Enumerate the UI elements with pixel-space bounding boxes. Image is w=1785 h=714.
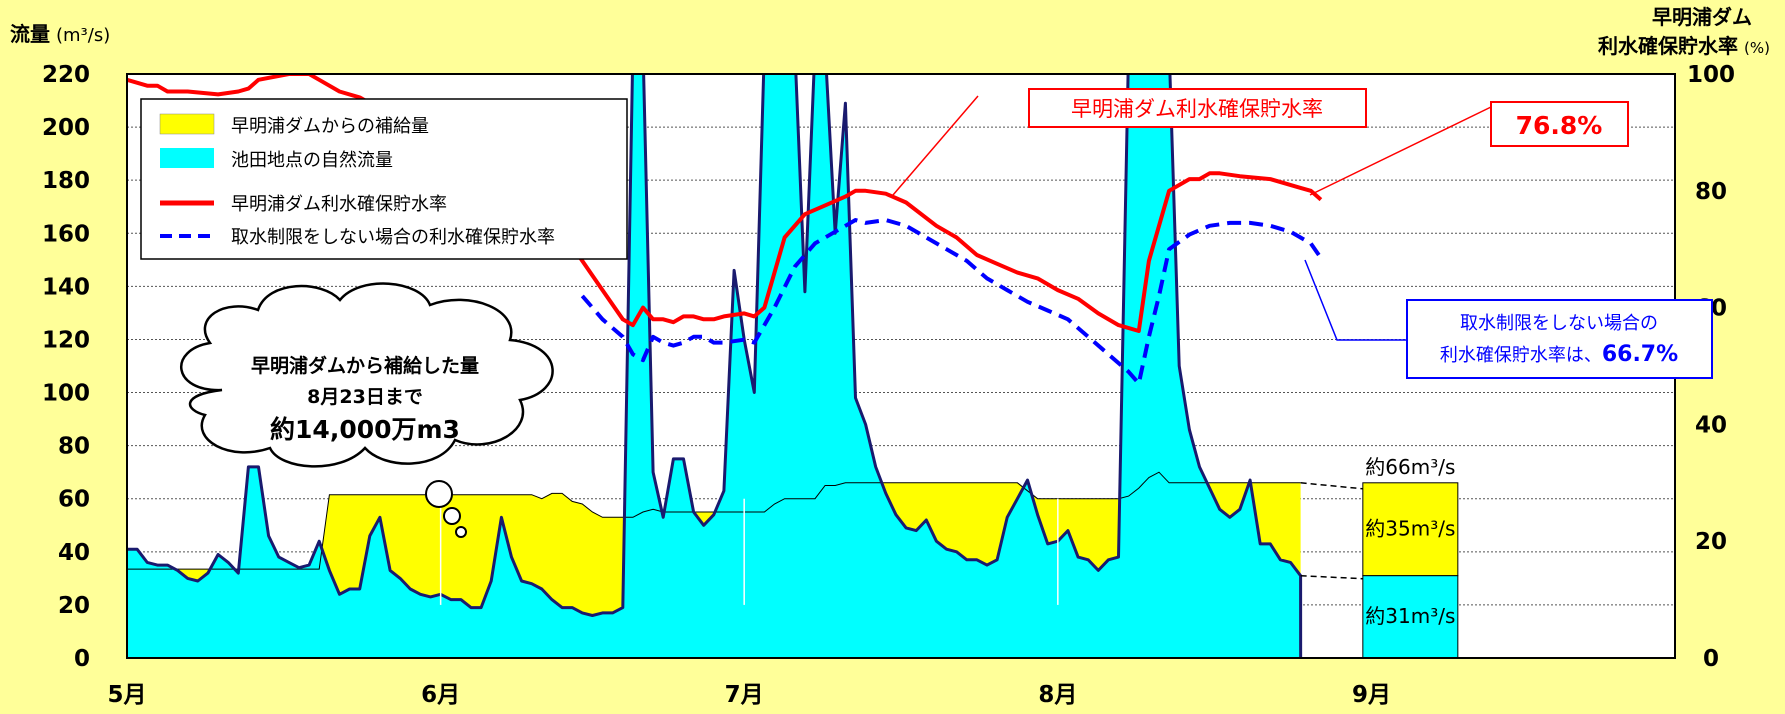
storage-value-box bbox=[1490, 101, 1629, 147]
cloud-bubble-large bbox=[425, 480, 453, 508]
stacked-bar-connector-bottom bbox=[1300, 574, 1363, 580]
right-axis-title-line1: 早明浦ダム bbox=[1652, 5, 1752, 29]
left-tick-label: 60 bbox=[58, 487, 90, 513]
left-tick-label: 20 bbox=[58, 593, 90, 619]
left-tick-label: 180 bbox=[42, 168, 90, 194]
storage-rate-line bbox=[127, 74, 1323, 333]
right-tick-label: 100 bbox=[1687, 62, 1735, 88]
stacked-bar-natural-label: 約31m³/s bbox=[1365, 604, 1455, 628]
stacked-bar-natural bbox=[1362, 575, 1459, 659]
right-tick-label: 20 bbox=[1695, 529, 1727, 555]
x-axis-ticks: 5月 6月 7月 8月 9月 bbox=[107, 682, 1390, 708]
no-restriction-storage-line bbox=[580, 218, 1323, 386]
storage-value-text: 76.8% bbox=[1516, 111, 1603, 140]
no-restriction-callout-prefix: 利水確保貯水率は、 bbox=[1440, 345, 1602, 366]
legend-label-storage: 早明浦ダム利水確保貯水率 bbox=[231, 194, 447, 215]
legend-label-natural: 池田地点の自然流量 bbox=[231, 150, 393, 171]
cloud-shape bbox=[180, 282, 554, 468]
storage-rate-callout-box bbox=[1028, 88, 1367, 128]
left-axis-title: 流量 bbox=[10, 22, 50, 46]
cloud-bubble-medium bbox=[443, 507, 461, 525]
cloud-line-3: 約14,000万m3 bbox=[270, 415, 460, 444]
legend-swatch-supply bbox=[159, 113, 215, 135]
right-axis-title-line2: 利水確保貯水率 bbox=[1598, 34, 1738, 58]
left-tick-label: 220 bbox=[42, 62, 90, 88]
cloud-bubble-small bbox=[455, 526, 467, 538]
legend-label-supply: 早明浦ダムからの補給量 bbox=[231, 116, 429, 137]
right-axis-unit: (%) bbox=[1744, 39, 1770, 57]
x-tick-label: 8月 bbox=[1038, 682, 1077, 708]
right-tick-label: 40 bbox=[1695, 412, 1727, 438]
left-tick-label: 120 bbox=[42, 327, 90, 353]
no-restriction-callout-pointer bbox=[1304, 259, 1407, 341]
stacked-bar: 約66m³/s 約35m³/s 約31m³/s bbox=[1300, 455, 1459, 659]
left-tick-label: 160 bbox=[42, 221, 90, 247]
natural-flow-outline bbox=[127, 74, 1303, 658]
left-tick-label: 100 bbox=[42, 381, 90, 407]
month-markers bbox=[439, 498, 1059, 605]
no-restriction-callout-value: 66.7% bbox=[1602, 342, 1678, 367]
x-tick-label: 9月 bbox=[1352, 682, 1391, 708]
legend-box bbox=[140, 98, 628, 260]
stacked-bar-supply-label: 約35m³/s bbox=[1365, 516, 1455, 540]
storage-value-callout-pointer bbox=[1309, 106, 1492, 196]
left-axis-unit: (m³/s) bbox=[56, 25, 110, 46]
right-tick-label: 0 bbox=[1703, 646, 1719, 672]
left-axis-ticks: 0 20 40 60 80 100 120 140 160 180 200 220 bbox=[42, 62, 90, 672]
stacked-bar-total-label: 約66m³/s bbox=[1365, 455, 1455, 479]
legend-label-no-restriction: 取水制限をしない場合の利水確保貯水率 bbox=[231, 227, 555, 248]
left-tick-label: 80 bbox=[58, 434, 90, 460]
legend: 早明浦ダムからの補給量 池田地点の自然流量 早明浦ダム利水確保貯水率 取水制限を… bbox=[140, 98, 628, 260]
storage-rate-callout: 早明浦ダム利水確保貯水率 bbox=[892, 88, 1367, 196]
cloud-line-2: 8月23日まで bbox=[307, 386, 423, 408]
left-tick-label: 140 bbox=[42, 274, 90, 300]
left-tick-label: 200 bbox=[42, 115, 90, 141]
x-tick-label: 7月 bbox=[725, 682, 764, 708]
no-restriction-callout: 取水制限をしない場合の 利水確保貯水率は、66.7% bbox=[1304, 259, 1713, 379]
supply-cloud-callout: 早明浦ダムから補給した量 8月23日まで 約14,000万m3 bbox=[180, 282, 554, 538]
no-restriction-callout-box bbox=[1406, 299, 1713, 379]
storage-rate-callout-text: 早明浦ダム利水確保貯水率 bbox=[1071, 97, 1323, 121]
no-restriction-callout-line2: 利水確保貯水率は、66.7% bbox=[1440, 342, 1678, 367]
cloud-line-1: 早明浦ダムから補給した量 bbox=[251, 354, 479, 377]
no-restriction-callout-line1: 取水制限をしない場合の bbox=[1460, 313, 1658, 334]
storage-rate-callout-pointer bbox=[892, 95, 979, 196]
left-tick-label: 40 bbox=[58, 540, 90, 566]
x-tick-label: 6月 bbox=[421, 682, 460, 708]
natural-flow-area bbox=[127, 74, 1301, 658]
left-tick-label: 0 bbox=[74, 646, 90, 672]
x-tick-label: 5月 bbox=[107, 682, 146, 708]
stacked-bar-supply bbox=[1362, 482, 1459, 577]
supply-cap-line bbox=[127, 471, 1301, 570]
right-tick-label: 80 bbox=[1695, 179, 1727, 205]
legend-swatch-natural bbox=[160, 148, 214, 168]
stacked-bar-connector-top bbox=[1300, 482, 1363, 490]
storage-value-callout: 76.8% bbox=[1309, 101, 1629, 196]
